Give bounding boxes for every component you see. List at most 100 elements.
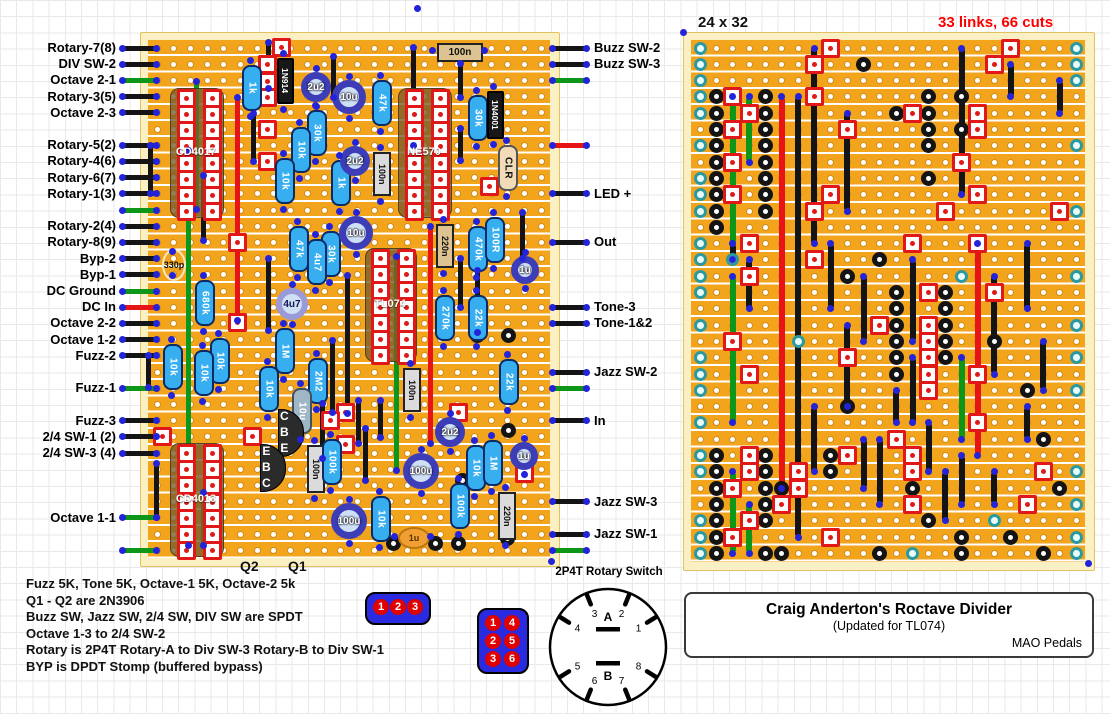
- solder-pad[interactable]: [968, 120, 988, 139]
- wire-link[interactable]: [827, 243, 834, 309]
- track-cut[interactable]: [954, 545, 970, 561]
- capacitor-220n[interactable]: 220n: [436, 224, 454, 268]
- wire-link[interactable]: [729, 243, 736, 260]
- wire-stub[interactable]: [550, 369, 587, 375]
- track-cut[interactable]: [757, 122, 773, 137]
- component-10k[interactable]: 10k: [291, 127, 311, 173]
- solder-pad[interactable]: [968, 413, 988, 433]
- wire-link[interactable]: [958, 48, 965, 195]
- track-cut[interactable]: [757, 89, 773, 105]
- solder-pad[interactable]: [739, 266, 759, 286]
- solder-pad[interactable]: [870, 315, 890, 335]
- track-cut[interactable]: [888, 317, 904, 333]
- component-4u7[interactable]: 4u7: [307, 239, 327, 285]
- track-cut[interactable]: [872, 545, 888, 561]
- connector-6pin[interactable]: 1 2 3 4 5 6: [477, 608, 529, 674]
- solder-pad[interactable]: [984, 283, 1004, 302]
- track-cut[interactable]: [708, 154, 724, 170]
- wire-link[interactable]: [811, 48, 818, 244]
- wire-link[interactable]: [909, 357, 916, 423]
- wire-stub[interactable]: [550, 499, 587, 505]
- capacitor-2u2[interactable]: 2u2: [301, 72, 331, 102]
- component-10k[interactable]: 10k: [163, 344, 183, 390]
- component-10k[interactable]: 10k: [259, 366, 279, 412]
- solder-pad[interactable]: [804, 250, 824, 270]
- wire-link[interactable]: [147, 145, 153, 193]
- track-cut[interactable]: [856, 56, 871, 72]
- component-1k[interactable]: 1k: [242, 65, 262, 111]
- wire-link[interactable]: [958, 455, 965, 505]
- track-cut[interactable]: [757, 138, 773, 154]
- wire-link[interactable]: [876, 439, 883, 505]
- track-cut[interactable]: [708, 203, 724, 219]
- wire-stub[interactable]: [550, 45, 587, 51]
- wire-link[interactable]: [234, 97, 240, 320]
- capacitor-100n[interactable]: 100n: [373, 152, 391, 196]
- solder-pad[interactable]: [804, 87, 824, 107]
- solder-pad[interactable]: [804, 201, 824, 221]
- connector-pin[interactable]: 4: [504, 615, 520, 631]
- track-cut[interactable]: [708, 464, 724, 480]
- component-47k[interactable]: 47k: [372, 80, 392, 126]
- wire-link[interactable]: [893, 390, 900, 423]
- component-100k[interactable]: 100k: [450, 483, 470, 529]
- wire-stub[interactable]: [550, 385, 587, 391]
- wire-link[interactable]: [250, 113, 256, 161]
- track-cut[interactable]: [774, 545, 790, 561]
- track-cut[interactable]: [823, 464, 839, 480]
- solder-pad[interactable]: [821, 185, 841, 205]
- solder-pad[interactable]: [788, 478, 808, 498]
- wire-stub[interactable]: [120, 320, 157, 326]
- wire-link[interactable]: [925, 422, 932, 472]
- wire-stub[interactable]: [120, 304, 157, 310]
- component-100r[interactable]: 100R: [485, 217, 505, 263]
- track-cut[interactable]: [708, 187, 724, 203]
- wire-stub[interactable]: [120, 110, 157, 116]
- component-1m[interactable]: 1M: [483, 440, 503, 486]
- track-cut[interactable]: [1052, 480, 1068, 496]
- wire-stub[interactable]: [120, 515, 157, 521]
- track-cut[interactable]: [757, 513, 773, 529]
- track-cut[interactable]: [954, 89, 970, 105]
- wire-stub[interactable]: [120, 418, 157, 424]
- wire-link[interactable]: [153, 463, 159, 517]
- capacitor-100n[interactable]: 100n: [437, 42, 483, 62]
- wire-link[interactable]: [1024, 406, 1030, 440]
- connector-pin[interactable]: 2: [485, 633, 501, 649]
- wire-stub[interactable]: [120, 353, 157, 359]
- wire-link[interactable]: [1056, 80, 1063, 114]
- solder-pad[interactable]: [739, 364, 759, 384]
- wire-link[interactable]: [393, 256, 399, 470]
- solder-pad[interactable]: [1033, 462, 1053, 482]
- track-cut[interactable]: [888, 333, 904, 349]
- solder-pad[interactable]: [739, 511, 759, 531]
- track-cut[interactable]: [757, 105, 773, 121]
- wire-link[interactable]: [377, 400, 383, 437]
- wire-link[interactable]: [991, 471, 998, 505]
- track-cut[interactable]: [1035, 431, 1051, 447]
- solder-pad[interactable]: [804, 54, 824, 74]
- component-680k[interactable]: 680k: [195, 280, 215, 326]
- track-cut[interactable]: [1019, 382, 1035, 398]
- track-cut[interactable]: [823, 448, 839, 463]
- solder-pad[interactable]: [821, 527, 841, 547]
- solder-pad[interactable]: [837, 446, 857, 465]
- solder-pad[interactable]: [1050, 201, 1070, 221]
- connector-pin[interactable]: 5: [504, 633, 520, 649]
- wire-stub[interactable]: [120, 337, 157, 343]
- track-cut[interactable]: [937, 285, 953, 300]
- capacitor-1u-tantalum[interactable]: 1u: [398, 527, 430, 549]
- wire-stub[interactable]: [550, 304, 587, 310]
- solder-pad[interactable]: [739, 234, 759, 254]
- wire-link[interactable]: [185, 150, 191, 545]
- solder-pad[interactable]: [723, 527, 743, 547]
- component-2m2[interactable]: 2M2: [308, 358, 328, 404]
- solder-pad[interactable]: [903, 494, 923, 514]
- wire-link[interactable]: [1007, 64, 1014, 97]
- component-22k[interactable]: 22k: [468, 295, 488, 341]
- solder-pad[interactable]: [1001, 38, 1021, 58]
- track-cut[interactable]: [708, 448, 724, 463]
- wire-link[interactable]: [457, 63, 463, 97]
- wire-stub[interactable]: [550, 142, 587, 148]
